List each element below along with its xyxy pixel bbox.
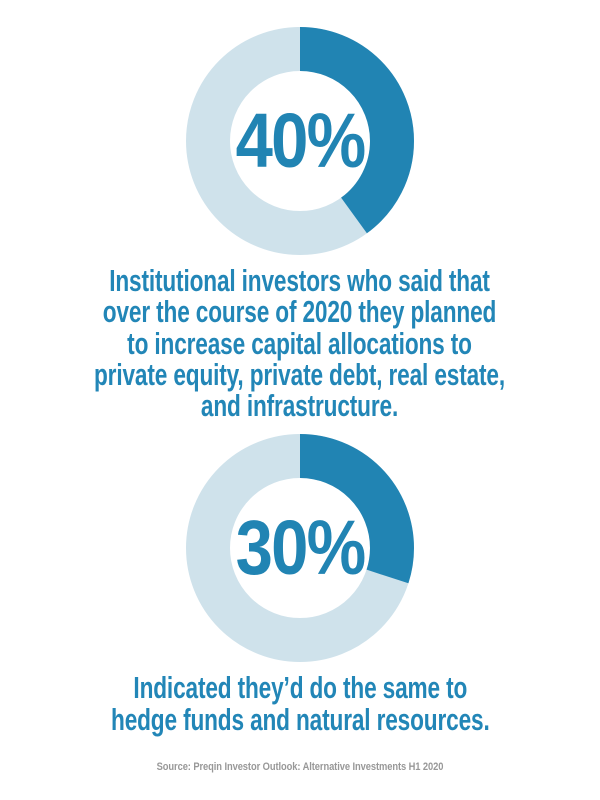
caption-line: to increase capital allocations to [127, 325, 473, 361]
stat-block-bottom: 30% Indicated they’d do the same to hedg… [0, 434, 600, 735]
caption-line: Indicated they’d do the same to [133, 670, 467, 706]
caption-line: private equity, private debt, real estat… [94, 356, 506, 392]
caption-line: over the course of 2020 they planned [103, 294, 497, 330]
donut-ring-bottom [186, 434, 414, 663]
stat-block-top: 40% Institutional investors who said tha… [0, 27, 600, 421]
donut-arc [186, 434, 414, 663]
donut-value-label-bottom: 30% [235, 504, 367, 591]
donut-chart-bottom: 30% [186, 434, 414, 663]
source-note: Source: Preqin Investor Outlook: Alterna… [156, 760, 444, 773]
caption-line: Institutional investors who said that [109, 263, 491, 298]
donut-arc [186, 27, 414, 255]
caption-line: hedge funds and natural resources. [110, 701, 490, 737]
donut-chart-top: 40% [186, 27, 414, 255]
stat-caption-bottom: Indicated they’d do the same to hedge fu… [111, 672, 490, 735]
donut-value-label-top: 40% [235, 97, 367, 184]
stat-caption-top: Institutional investors who said that ov… [94, 263, 506, 423]
donut-ring-top [186, 27, 414, 255]
caption-line: and infrastructure. [201, 388, 399, 423]
